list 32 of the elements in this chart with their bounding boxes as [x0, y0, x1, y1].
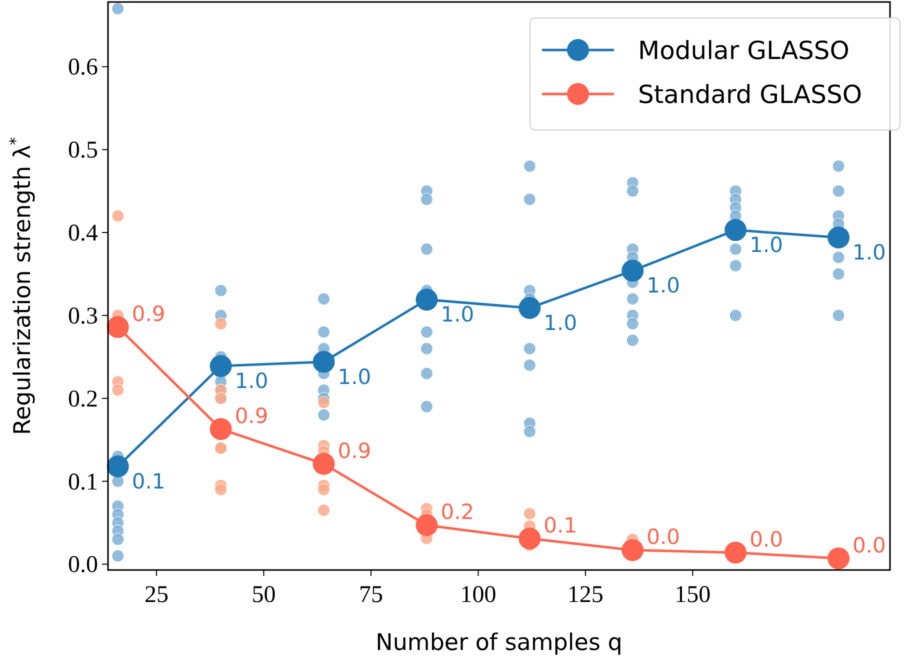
x-axis-title: Number of samples q [376, 630, 622, 656]
x-tick-label: 25 [144, 582, 168, 608]
annotation: 0.0 [852, 533, 886, 558]
y-tick-label: 0.3 [68, 303, 98, 330]
x-tick-label: 125 [567, 582, 604, 608]
annotation: 0.9 [132, 302, 166, 326]
x-tick-label: 75 [358, 582, 383, 608]
annotation: 1.0 [440, 302, 474, 327]
annotation: 0.9 [234, 404, 268, 428]
y-tick-label: 0.1 [68, 469, 98, 496]
y-tick-label: 0.6 [68, 54, 98, 81]
annotation: 1.0 [338, 364, 372, 389]
annotation: 0.0 [646, 525, 680, 550]
annotation: 0.1 [132, 469, 166, 494]
y-tick-label: 0.4 [68, 220, 98, 247]
y-tick-label: 0.5 [68, 138, 98, 164]
annotation: 0.0 [750, 528, 783, 552]
annotation: 1.0 [852, 240, 886, 264]
x-tick-label: 100 [460, 582, 496, 608]
annotation: 0.9 [338, 438, 372, 463]
annotation: 0.1 [544, 513, 578, 538]
y-tick-label: 0.2 [68, 386, 98, 412]
x-tick-label: 150 [674, 582, 711, 608]
y-tick-label: 0.0 [68, 552, 98, 578]
annotation: 1.0 [750, 233, 783, 258]
annotation: 1.0 [544, 310, 578, 335]
annotation: 1.0 [646, 274, 680, 298]
annotation: 1.0 [234, 369, 268, 394]
x-tick-label: 50 [252, 582, 276, 608]
legend-label: Modular GLASSO [638, 36, 850, 65]
annotation: 0.2 [440, 500, 474, 524]
legend-label: Standard GLASSO [638, 80, 862, 109]
